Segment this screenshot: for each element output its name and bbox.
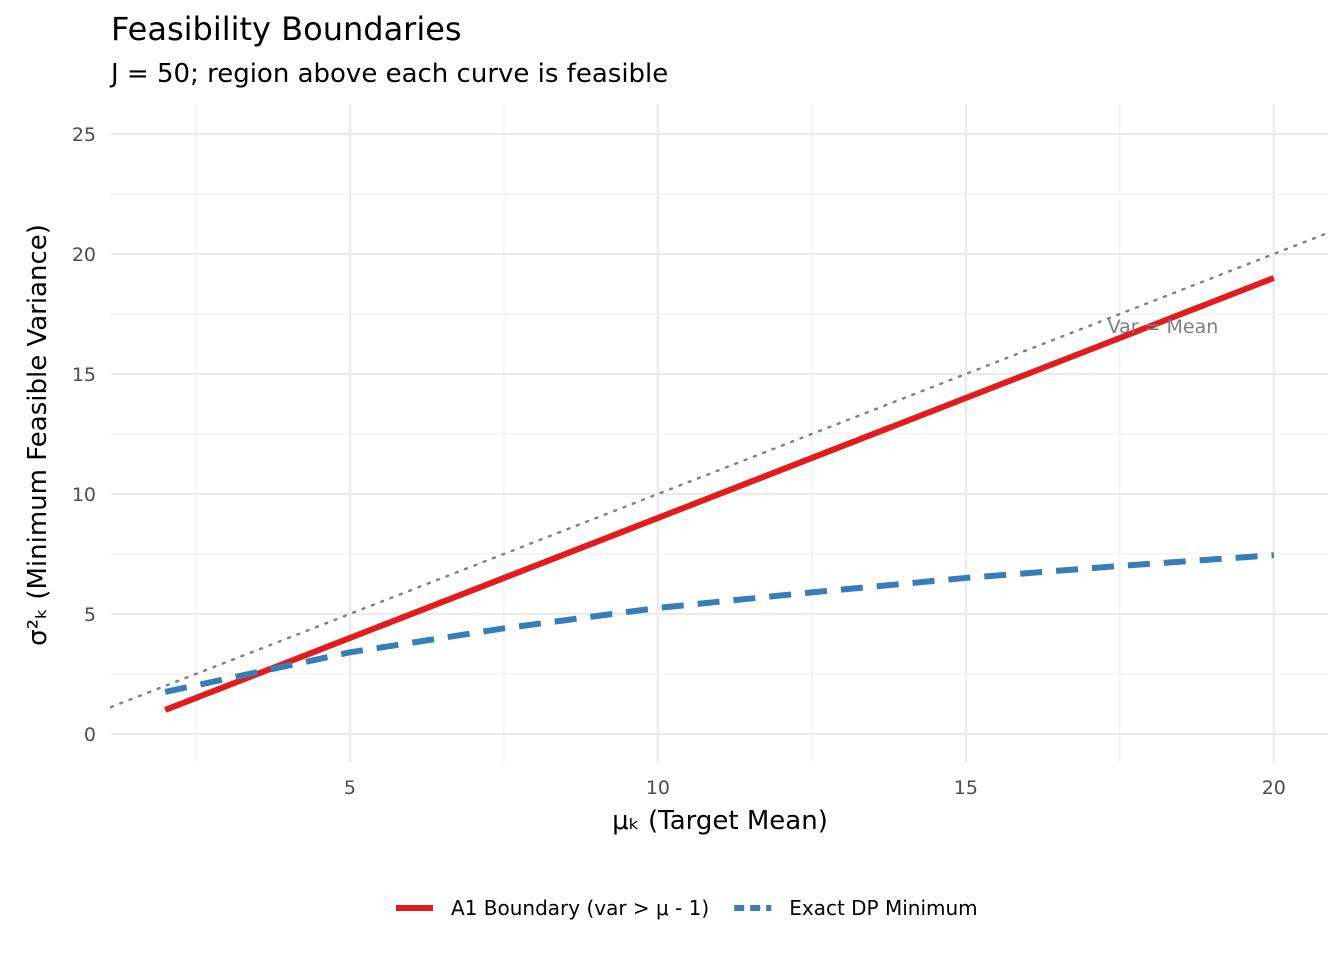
reference-line-label: Var = Mean bbox=[1108, 316, 1219, 338]
legend-label-0: A1 Boundary (var > μ - 1) bbox=[451, 896, 709, 920]
x-tick-label: 5 bbox=[344, 777, 356, 799]
axis-ticks: 5 10 15 20 0 5 10 15 20 25 bbox=[72, 124, 1286, 799]
x-tick-label: 20 bbox=[1262, 777, 1286, 799]
series-line-1 bbox=[164, 552, 1275, 695]
y-tick-label: 15 bbox=[72, 364, 96, 386]
y-tick-label: 0 bbox=[84, 724, 96, 746]
chart-title: Feasibility Boundaries bbox=[111, 10, 462, 48]
legend-label-1: Exact DP Minimum bbox=[789, 896, 977, 920]
series-line-0 bbox=[164, 275, 1275, 713]
x-tick-label: 10 bbox=[646, 777, 670, 799]
y-tick-label: 10 bbox=[72, 484, 96, 506]
grid bbox=[111, 104, 1328, 762]
y-tick-label: 5 bbox=[84, 604, 96, 626]
legend: A1 Boundary (var > μ - 1) Exact DP Minimu… bbox=[396, 896, 978, 920]
chart-subtitle: J = 50; region above each curve is feasi… bbox=[109, 59, 668, 89]
y-tick-label: 20 bbox=[72, 244, 96, 266]
plot-marks: Var = Mean bbox=[109, 231, 1330, 713]
y-tick-label: 25 bbox=[72, 124, 96, 146]
x-tick-label: 15 bbox=[954, 777, 978, 799]
x-axis-label: μₖ (Target Mean) bbox=[612, 806, 828, 836]
reference-line bbox=[109, 231, 1330, 709]
y-axis-label: σ²ₖ (Minimum Feasible Variance) bbox=[23, 224, 53, 646]
